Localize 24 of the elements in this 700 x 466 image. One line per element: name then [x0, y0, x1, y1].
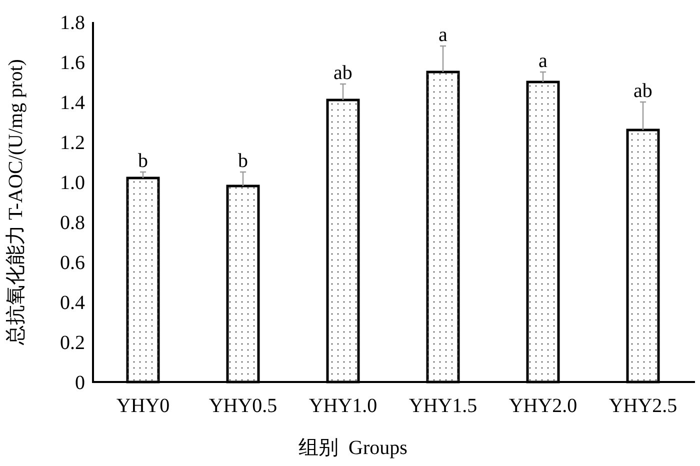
- annotation: a: [538, 50, 548, 72]
- annotation: a: [438, 24, 448, 46]
- y-tick-label: 1.4: [60, 92, 85, 114]
- annotation: b: [238, 150, 248, 172]
- y-tick-label: 1.0: [60, 172, 85, 194]
- y-tick-label: 0.8: [60, 212, 85, 234]
- x-tick-label: YHY1.5: [408, 395, 478, 417]
- y-axis-title: 总抗氧化能力 T-AOC/(U/mg prot): [5, 59, 27, 346]
- y-tick-label: 1.8: [60, 12, 85, 34]
- x-axis-title: 组别 Groups: [298, 437, 408, 459]
- annotation: ab: [334, 62, 352, 84]
- annotation: ab: [634, 80, 652, 102]
- y-tick-label: 0.4: [60, 292, 85, 314]
- x-tick-label: YHY0: [116, 395, 170, 417]
- y-tick-label: 1.6: [60, 52, 85, 74]
- y-tick-label: 0.6: [60, 252, 85, 274]
- y-tick-label: 1.2: [60, 132, 85, 154]
- x-tick-label: YHY0.5: [208, 395, 278, 417]
- annotation: b: [138, 150, 148, 172]
- x-tick-label: YHY2.5: [608, 395, 678, 417]
- y-tick-label: 0.2: [60, 332, 85, 354]
- x-tick-label: YHY2.0: [508, 395, 578, 417]
- x-tick-label: YHY1.0: [308, 395, 378, 417]
- y-tick-label: 0: [75, 372, 85, 394]
